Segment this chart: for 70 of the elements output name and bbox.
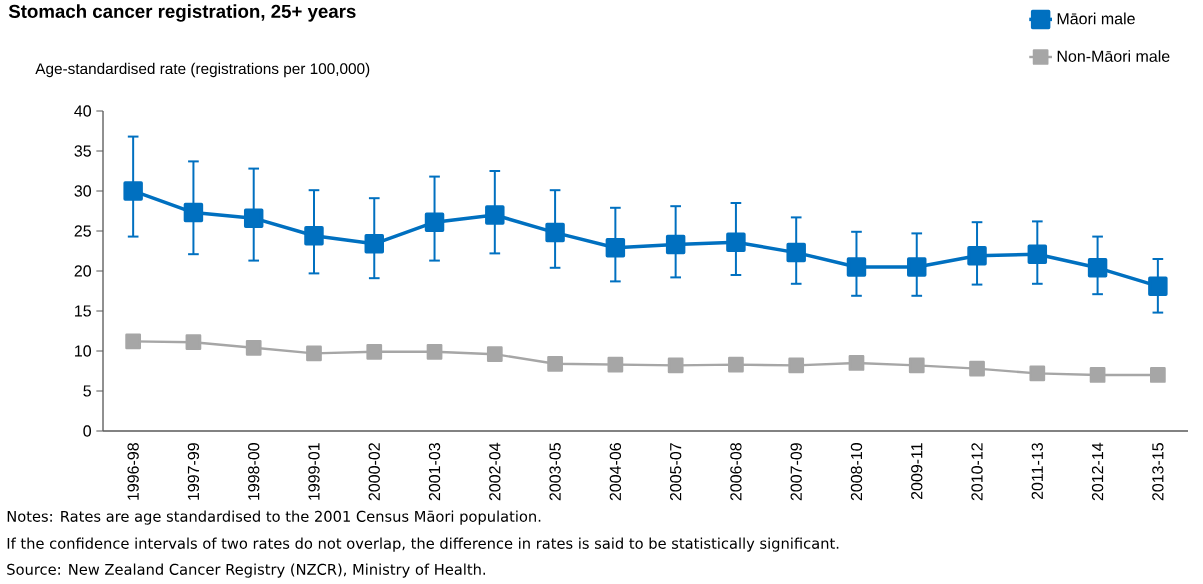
x-tick-label: 2004-06 — [609, 443, 622, 501]
point — [967, 246, 987, 266]
point — [1148, 276, 1168, 296]
point — [969, 360, 985, 377]
point — [1029, 365, 1046, 382]
point — [304, 226, 324, 246]
x-tick-label: 1997-99 — [187, 443, 200, 500]
point — [426, 343, 443, 360]
y-tick-label: 0 — [83, 425, 92, 437]
point — [1027, 244, 1048, 264]
point — [907, 257, 927, 277]
point — [545, 222, 565, 243]
point — [547, 355, 563, 372]
point — [486, 346, 503, 363]
point — [908, 357, 925, 374]
legend-label: Non-Māori male — [1057, 50, 1170, 62]
y-tick-label: 5 — [83, 385, 91, 397]
point — [665, 234, 686, 255]
y-tick-label: 25 — [74, 225, 91, 237]
x-tick-label: 2000-02 — [368, 443, 380, 501]
x-tick-label: 2010-12 — [971, 443, 983, 501]
x-tick-label: 2013-15 — [1152, 443, 1164, 501]
point — [607, 356, 624, 373]
point — [245, 339, 262, 356]
x-tick-label: 1998-00 — [248, 442, 260, 500]
point — [728, 356, 744, 373]
point — [243, 208, 264, 228]
y-tick-label: 15 — [75, 305, 91, 317]
x-tick-label: 2003-05 — [549, 443, 561, 501]
point — [306, 345, 322, 362]
point — [1087, 258, 1108, 278]
x-tick-label: 2012-14 — [1091, 442, 1104, 501]
point — [726, 232, 746, 252]
x-tick-label: 1996-98 — [127, 443, 139, 500]
x-tick-label: 2001-03 — [428, 443, 441, 501]
y-axis-title: Age-standardised rate (registrations per 100,000) — [35, 62, 370, 78]
chart-title: Stomach cancer registration, 25+ years — [8, 4, 356, 22]
point — [125, 333, 142, 350]
text: If the confidence intervals of two rates do not overlap, the difference in rates is said to be statistically significant. — [7, 537, 839, 552]
point — [786, 242, 806, 263]
point — [1089, 367, 1106, 383]
x-tick-label: 2009-11 — [911, 443, 923, 500]
point — [667, 357, 684, 374]
x-tick-label: 1999-01 — [308, 443, 320, 500]
point — [366, 343, 383, 360]
point — [846, 257, 867, 277]
point — [123, 181, 143, 201]
point — [183, 202, 204, 223]
legend-label: Māori male — [1057, 12, 1135, 25]
x-tick-label: 2007-09 — [790, 443, 802, 501]
x-tick-label: 2005-07 — [669, 443, 682, 501]
x-tick-label: 2008-10 — [850, 442, 863, 501]
point — [605, 238, 626, 258]
y-tick-label: 35 — [74, 145, 91, 157]
point — [1150, 367, 1166, 383]
y-tick-label: 20 — [74, 265, 92, 277]
y-tick-label: 10 — [75, 345, 92, 357]
text: Notes: Rates are age standardised to the 2001 Census Māori population. — [7, 510, 541, 525]
point — [788, 357, 805, 374]
point — [185, 334, 202, 351]
y-tick-label: 30 — [74, 185, 92, 197]
point — [364, 234, 384, 254]
source-note: Source: New Zealand Cancer Registry (NZCR), Ministry of Health. — [7, 563, 485, 578]
point — [848, 355, 865, 371]
x-tick-label: 2006-08 — [730, 443, 742, 501]
point — [485, 205, 505, 225]
x-tick-label: 2002-04 — [489, 442, 501, 501]
y-tick-label: 40 — [74, 105, 92, 117]
x-tick-label: 2011-13 — [1031, 443, 1043, 500]
point — [424, 212, 445, 232]
